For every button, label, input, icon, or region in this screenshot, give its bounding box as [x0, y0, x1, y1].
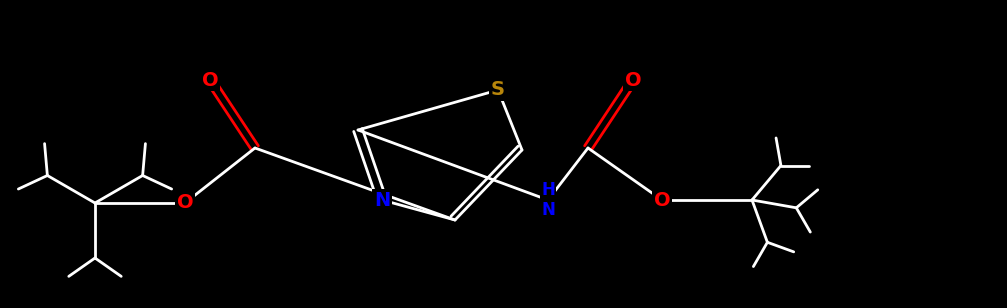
Text: O: O — [624, 71, 641, 90]
Text: O: O — [654, 191, 671, 209]
Text: N: N — [374, 191, 390, 209]
Text: O: O — [176, 193, 193, 213]
Text: S: S — [491, 80, 505, 99]
Text: H
N: H N — [541, 180, 555, 219]
Text: O: O — [201, 71, 219, 90]
